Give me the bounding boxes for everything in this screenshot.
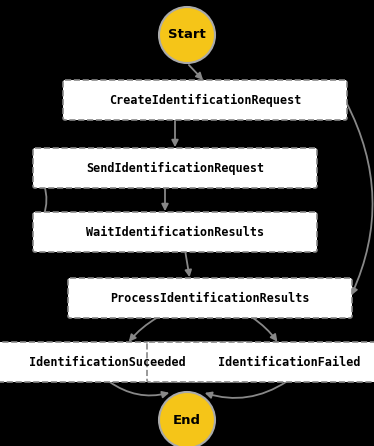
Circle shape: [159, 392, 215, 446]
Text: WaitIdentificationResults: WaitIdentificationResults: [86, 226, 264, 239]
Text: End: End: [173, 413, 201, 426]
Text: IdentificationSuceeded: IdentificationSuceeded: [29, 355, 186, 368]
Text: IdentificationFailed: IdentificationFailed: [218, 355, 360, 368]
FancyBboxPatch shape: [63, 80, 347, 120]
FancyBboxPatch shape: [147, 342, 374, 382]
FancyBboxPatch shape: [68, 278, 352, 318]
FancyBboxPatch shape: [33, 148, 317, 188]
FancyBboxPatch shape: [0, 342, 249, 382]
Circle shape: [159, 7, 215, 63]
Text: SendIdentificationRequest: SendIdentificationRequest: [86, 161, 264, 174]
Text: Start: Start: [168, 29, 206, 41]
FancyBboxPatch shape: [33, 212, 317, 252]
Text: ProcessIdentificationResults: ProcessIdentificationResults: [110, 292, 310, 305]
Text: CreateIdentificationRequest: CreateIdentificationRequest: [109, 94, 301, 107]
